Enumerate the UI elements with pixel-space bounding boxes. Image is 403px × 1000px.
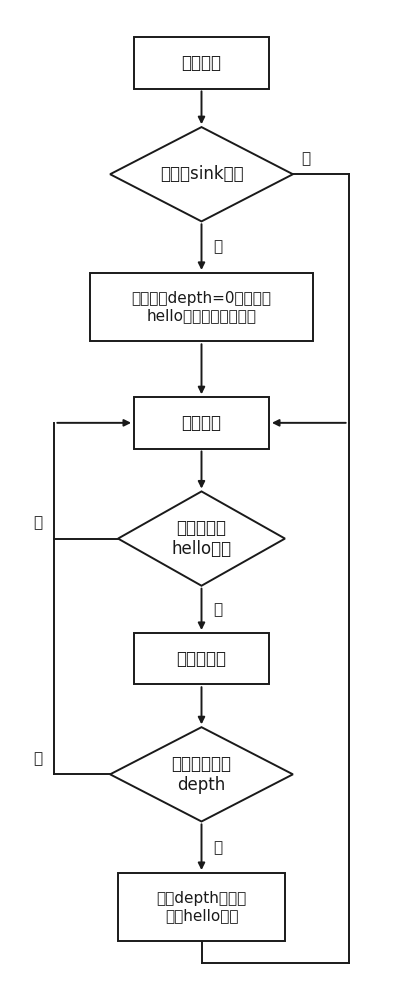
FancyBboxPatch shape xyxy=(134,37,269,89)
Text: 更新depth，重新
广播hello信息: 更新depth，重新 广播hello信息 xyxy=(156,891,247,923)
Polygon shape xyxy=(118,491,285,586)
Text: 否: 否 xyxy=(33,516,43,531)
Text: 是: 是 xyxy=(214,240,222,255)
Text: 侦听信道: 侦听信道 xyxy=(181,414,222,432)
Text: 否: 否 xyxy=(33,751,43,766)
Polygon shape xyxy=(110,127,293,221)
Text: 是否需要更新
depth: 是否需要更新 depth xyxy=(172,755,231,794)
Text: 设定自身depth=0；添加到
hello信息中进行广播；: 设定自身depth=0；添加到 hello信息中进行广播； xyxy=(131,291,272,323)
Text: 是: 是 xyxy=(214,840,222,855)
FancyBboxPatch shape xyxy=(134,397,269,449)
FancyBboxPatch shape xyxy=(118,873,285,941)
FancyBboxPatch shape xyxy=(90,273,313,341)
Text: 更新邻居表: 更新邻居表 xyxy=(177,650,226,668)
Text: 是: 是 xyxy=(214,602,222,617)
Text: 否: 否 xyxy=(301,151,310,166)
Polygon shape xyxy=(110,727,293,821)
Text: 是否接收到
hello信息: 是否接收到 hello信息 xyxy=(171,519,232,558)
Text: 节点上电: 节点上电 xyxy=(181,54,222,72)
Text: 是否是sink节点: 是否是sink节点 xyxy=(160,165,243,183)
FancyBboxPatch shape xyxy=(134,633,269,684)
